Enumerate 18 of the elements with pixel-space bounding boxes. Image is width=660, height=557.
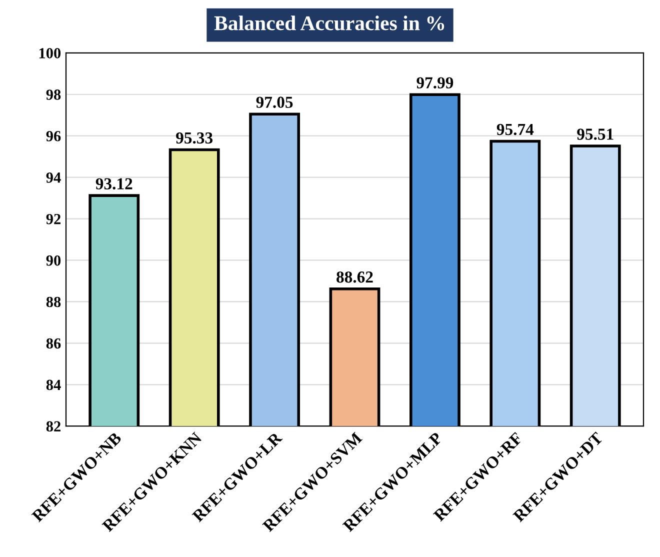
data-label: 95.33 — [176, 132, 213, 144]
data-label: 93.12 — [96, 178, 132, 190]
data-label: 97.99 — [416, 77, 454, 88]
data-label: 88.62 — [336, 271, 373, 283]
y-tick-label: 86 — [46, 338, 61, 349]
data-label: 95.51 — [577, 128, 614, 140]
chart-title: Balanced Accuracies in % — [214, 16, 444, 30]
y-tick-label: 100 — [39, 48, 61, 58]
y-tick-label: 84 — [46, 380, 61, 390]
y-tick-label: 88 — [46, 296, 61, 308]
data-label: 97.05 — [256, 96, 293, 108]
y-tick-label: 98 — [46, 90, 61, 100]
y-tick-label: 94 — [46, 172, 61, 183]
y-tick-label: 82 — [46, 421, 60, 432]
y-tick-label: 90 — [46, 255, 61, 266]
data-label: 95.74 — [496, 124, 534, 136]
y-tick-label: 92 — [46, 214, 60, 224]
y-tick-label: 96 — [46, 131, 61, 142]
